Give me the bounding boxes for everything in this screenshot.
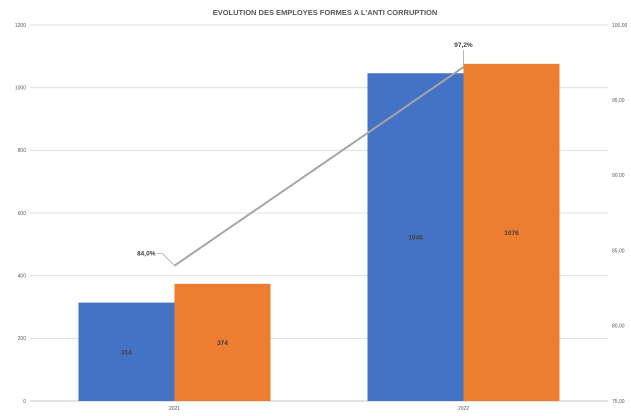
bars (78, 63, 560, 402)
y-tick-label: 1200 (15, 23, 26, 29)
x-tick-label: 2022 (458, 406, 469, 412)
y-tick-label: 1000 (15, 85, 26, 91)
percent-line-path (173, 66, 465, 267)
y2-tick-label: 90,00 (612, 173, 625, 179)
percent-label: 84,0% (137, 251, 156, 258)
y2-tick-label: 100,00 (612, 23, 628, 29)
bar-value-label: 1076 (504, 230, 519, 237)
y2-tick-label: 95,00 (612, 98, 625, 104)
bar (174, 283, 271, 401)
leader-line (157, 253, 175, 266)
bar-value-label: 374 (217, 340, 228, 347)
y-tick-label: 400 (18, 273, 27, 279)
bar (463, 63, 560, 401)
percent-line (157, 50, 465, 267)
y2-tick-label: 75,00 (612, 399, 625, 405)
y-axis-ticks: 0 200 400 600 800 1000 1200 (15, 23, 26, 405)
y-tick-label: 800 (18, 148, 27, 154)
x-axis-ticks: 2021 2022 (169, 406, 469, 412)
bar (367, 73, 464, 402)
y-tick-label: 200 (18, 336, 27, 342)
bar (78, 302, 175, 401)
y2-axis-ticks: 75,00 80,00 85,00 90,00 95,00 100,00 (612, 23, 628, 405)
bar-value-label: 314 (121, 349, 132, 356)
y2-tick-label: 80,00 (612, 324, 625, 330)
bar-value-label: 1046 (408, 235, 423, 242)
x-tick-label: 2021 (169, 406, 180, 412)
data-labels: 314 374 1046 1076 84,0% 97,2% (121, 42, 519, 356)
y2-tick-label: 85,00 (612, 248, 625, 254)
chart-title: EVOLUTION DES EMPLOYES FORMES A L'ANTI C… (213, 8, 438, 17)
y-tick-label: 600 (18, 211, 27, 217)
percent-label: 97,2% (454, 42, 473, 49)
y-tick-label: 0 (23, 399, 26, 405)
